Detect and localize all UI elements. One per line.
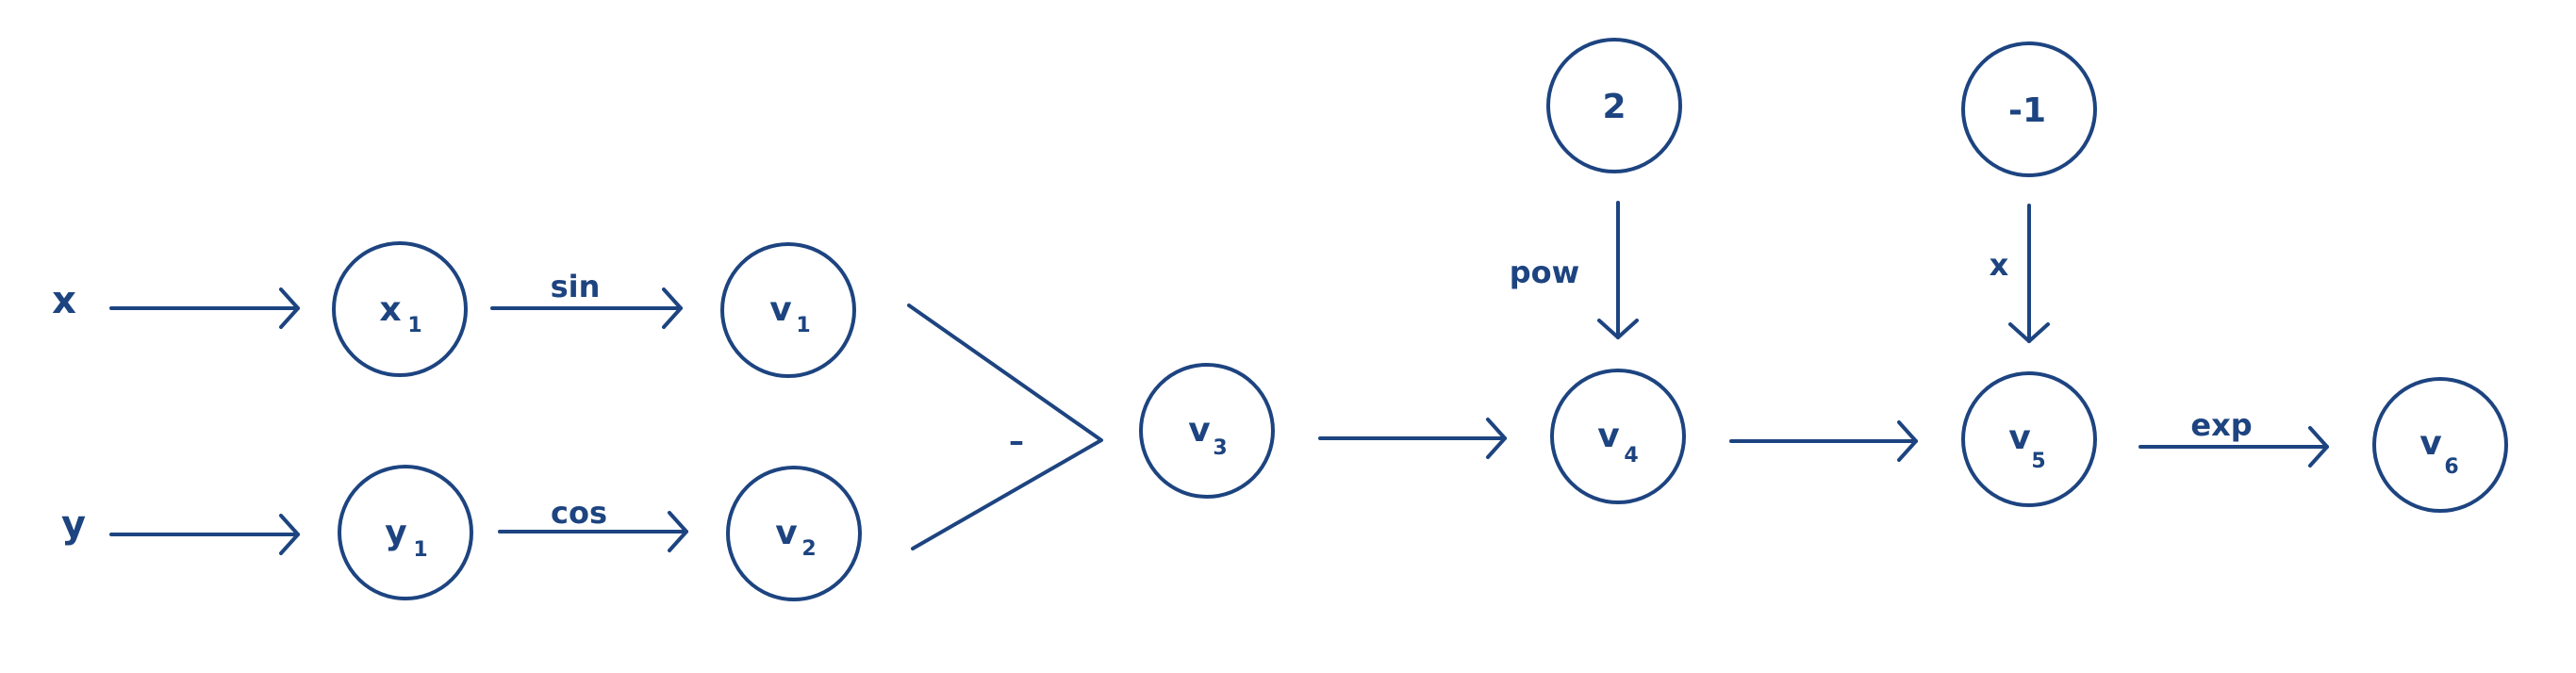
- node-v5: v 5: [1961, 371, 2097, 507]
- node-x1-label: x: [379, 290, 401, 329]
- edge-cneg1-to-v5: [2008, 204, 2050, 343]
- edge-label-pow: pow: [1510, 254, 1579, 290]
- edge-label-cos: cos: [551, 495, 607, 531]
- node-v4-subscript: 4: [1624, 444, 1638, 468]
- edge-label-minus: –: [1009, 423, 1024, 459]
- edge-label-times: x: [1990, 247, 2009, 283]
- edge-y-to-y1: [109, 514, 300, 555]
- edge-x1-to-v1: [490, 287, 683, 329]
- node-v1-subscript: 1: [796, 314, 810, 337]
- edge-x-to-x1: [109, 287, 300, 329]
- node-v6-subscript: 6: [2444, 455, 2458, 479]
- edge-label-sin: sin: [551, 269, 601, 304]
- edge-v4-to-v5: [1729, 420, 1918, 462]
- node-cneg1-label: -1: [2008, 91, 2046, 130]
- node-y1-subscript: 1: [413, 538, 427, 562]
- node-x1-subscript: 1: [407, 314, 421, 337]
- edge-c2-to-v4: [1597, 201, 1639, 339]
- node-v3: v 3: [1139, 363, 1275, 499]
- edge-v1-v2-to-v3: [907, 304, 1103, 550]
- node-v2: v 2: [726, 466, 862, 601]
- node-v2-label: v: [775, 514, 797, 552]
- node-c2: 2: [1546, 38, 1682, 173]
- edge-y1-to-v2: [498, 511, 688, 552]
- node-cneg1: -1: [1961, 41, 2097, 177]
- node-v6: v 6: [2372, 377, 2508, 513]
- input-x-label: x: [52, 279, 76, 322]
- edge-v5-to-v6: [2138, 426, 2329, 468]
- node-v5-subscript: 5: [2031, 450, 2045, 473]
- node-y1: y 1: [338, 465, 473, 600]
- node-v3-label: v: [1188, 411, 1210, 450]
- node-v1-label: v: [769, 290, 791, 329]
- node-v5-label: v: [2008, 419, 2030, 457]
- node-v4: v 4: [1550, 369, 1686, 504]
- edge-label-exp: exp: [2190, 407, 2252, 443]
- edge-v3-to-v4: [1318, 418, 1507, 459]
- node-y1-label: y: [385, 514, 406, 552]
- node-v1: v 1: [720, 242, 856, 378]
- node-v6-label: v: [2419, 424, 2441, 463]
- node-v4-label: v: [1597, 417, 1619, 455]
- input-y-label: y: [61, 503, 86, 547]
- node-v2-subscript: 2: [801, 537, 816, 561]
- node-x1: x 1: [332, 241, 468, 377]
- node-v3-subscript: 3: [1213, 436, 1227, 460]
- node-c2-label: 2: [1602, 88, 1626, 126]
